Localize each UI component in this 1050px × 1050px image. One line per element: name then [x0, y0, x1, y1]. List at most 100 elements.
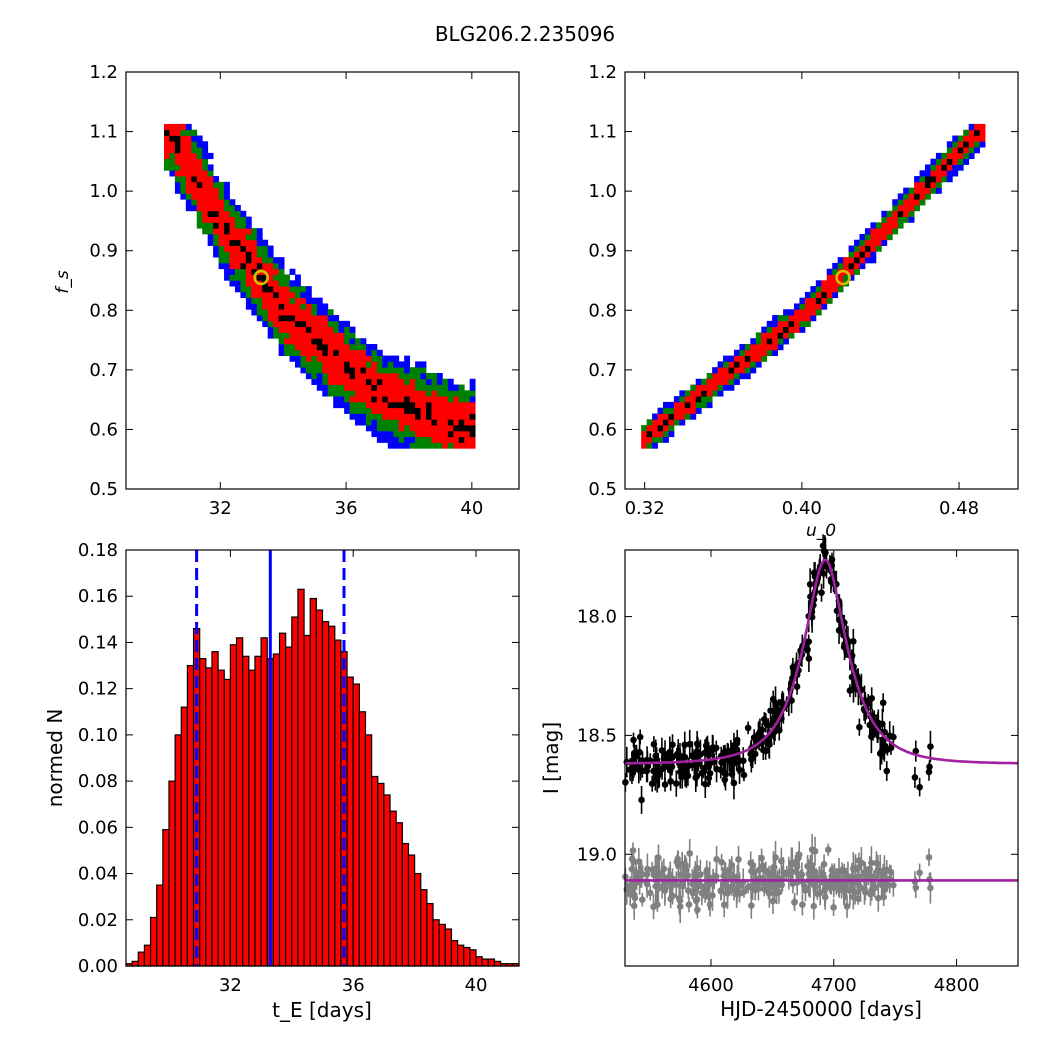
heatmap-cell [196, 210, 203, 217]
heatmap-cell [903, 205, 910, 212]
heatmap-cell [925, 181, 931, 189]
heatmap-cell [174, 164, 181, 171]
heatmap-cell [387, 425, 394, 432]
heatmap-cell [207, 199, 214, 206]
heatmap-cell [240, 274, 247, 281]
heatmap-cell [382, 413, 389, 420]
heatmap-cell [673, 401, 680, 409]
residual-point [773, 889, 780, 897]
heatmap-cell [213, 228, 219, 235]
heatmap-cell [946, 147, 953, 154]
residual-point [840, 867, 848, 875]
heatmap-cell [240, 257, 247, 264]
heatmap-cell [355, 355, 361, 362]
heatmap-cell [974, 141, 980, 148]
heatmap-cell [218, 233, 225, 241]
x-tick-label: 0.48 [939, 498, 979, 519]
heatmap-cell [196, 199, 203, 206]
data-point [850, 638, 857, 645]
data-point [703, 763, 710, 770]
heatmap-cell [431, 384, 438, 391]
heatmap-cell [657, 425, 664, 432]
heatmap-cell [305, 291, 312, 299]
heatmap-cell [295, 338, 301, 345]
heatmap-cell [679, 390, 686, 397]
heatmap-cell [848, 262, 855, 270]
best-fit-marker [835, 269, 851, 286]
heatmap-cell [207, 222, 214, 229]
heatmap-cell [431, 436, 438, 443]
heatmap-cell [426, 413, 432, 420]
residual-point [830, 904, 837, 911]
heatmap-cell [892, 205, 899, 212]
heatmap-cell [305, 303, 312, 310]
heatmap-cell [338, 349, 345, 356]
heatmap-cell [333, 355, 340, 362]
heatmap-cell [174, 152, 181, 160]
heatmap-cell [218, 262, 225, 270]
heatmap-cell [974, 135, 980, 142]
heatmap-cell [453, 390, 460, 397]
heatmap-cell [256, 262, 263, 270]
heatmap-cell [365, 419, 372, 426]
heatmap-cell [333, 326, 340, 333]
heatmap-cell [469, 407, 476, 414]
heatmap-cell [668, 413, 675, 420]
heatmap-cell [837, 262, 844, 270]
residual-point [912, 884, 920, 891]
heatmap-cell [442, 407, 449, 414]
heatmap-cell [690, 413, 697, 420]
heatmap-cell [826, 274, 833, 281]
heatmap-cell [404, 378, 411, 385]
heatmap-cell [355, 367, 361, 374]
heatmap-cell [935, 187, 942, 194]
heatmap-cell [398, 430, 405, 438]
data-point [880, 748, 887, 755]
heatmap-cell [382, 361, 389, 368]
heatmap-cell [777, 344, 784, 351]
residual-point [653, 881, 661, 889]
heatmap-cell [881, 239, 888, 246]
heatmap-cell [376, 384, 383, 391]
heatmap-cell [875, 239, 882, 246]
heatmap-cell [185, 158, 192, 165]
heatmap-cell [453, 425, 460, 432]
heatmap-cell [218, 193, 225, 200]
heatmap-cell [218, 251, 225, 258]
heatmap-cell [371, 355, 378, 362]
heatmap-cell [398, 367, 405, 374]
heatmap-cell [371, 349, 378, 356]
heatmap-cell [968, 123, 975, 131]
heatmap-cell [854, 245, 860, 252]
histogram-bar [131, 960, 139, 967]
heatmap-cell [360, 413, 367, 420]
y-tick-label: 0.16 [78, 586, 118, 607]
heatmap-cell [289, 309, 296, 316]
heatmap-cell [256, 297, 263, 304]
data-point [630, 736, 637, 744]
heatmap-cell [946, 152, 953, 160]
heatmap-cell [300, 297, 307, 304]
heatmap-cell [695, 378, 702, 385]
data-point [704, 745, 711, 753]
heatmap-cell [295, 320, 301, 328]
histogram-bar [463, 946, 471, 967]
histogram-bar [334, 639, 342, 967]
heatmap-cell [202, 176, 209, 183]
heatmap-cell [946, 170, 953, 177]
heatmap-cell [750, 349, 757, 356]
heatmap-cell [892, 216, 899, 223]
heatmap-cell [935, 164, 942, 171]
p1-plot-area [164, 123, 476, 449]
histogram-bar [156, 884, 164, 967]
heatmap-cell [371, 425, 378, 432]
heatmap-cell [322, 378, 329, 385]
heatmap-cell [376, 413, 383, 420]
heatmap-cell [344, 338, 350, 345]
heatmap-cell [229, 239, 236, 246]
heatmap-cell [821, 291, 828, 299]
heatmap-cell [772, 315, 779, 322]
heatmap-cell [278, 332, 285, 339]
heatmap-cell [431, 372, 438, 380]
heatmap-cell [207, 170, 214, 177]
